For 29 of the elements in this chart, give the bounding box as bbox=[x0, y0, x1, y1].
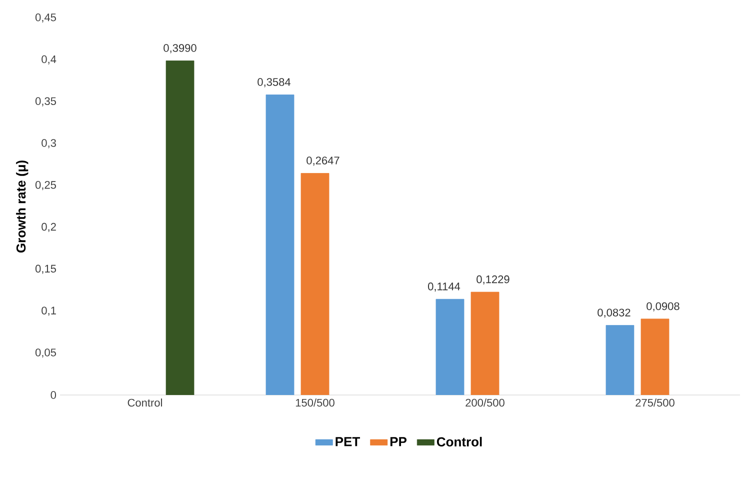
data-label: 0,1229 bbox=[476, 275, 510, 285]
y-tick-label: 0,2 bbox=[42, 222, 56, 232]
y-tick-label: 0,1 bbox=[42, 306, 56, 316]
data-label: 0,2647 bbox=[306, 156, 340, 166]
bar bbox=[470, 292, 500, 395]
y-tick-label: 0,3 bbox=[42, 139, 56, 148]
data-label: 0,0908 bbox=[646, 302, 680, 312]
x-tick-label: 150/500 bbox=[296, 398, 334, 407]
y-tick-label: 0,15 bbox=[35, 264, 56, 274]
x-tick-label: 200/500 bbox=[466, 398, 504, 407]
data-label: 0,0832 bbox=[598, 308, 630, 318]
legend-label: PET bbox=[336, 437, 360, 446]
x-tick-label: Control bbox=[128, 398, 162, 407]
bar bbox=[166, 60, 194, 395]
y-tick-label: 0,45 bbox=[35, 13, 56, 23]
y-tick-label: 0,05 bbox=[35, 348, 56, 358]
legend-label: PP bbox=[390, 437, 407, 446]
data-label: 0,3990 bbox=[164, 44, 196, 54]
y-tick-label: 0,4 bbox=[42, 55, 56, 64]
legend-label: Control bbox=[436, 436, 482, 446]
data-label: 0,3584 bbox=[258, 78, 290, 88]
bar bbox=[640, 318, 670, 395]
y-tick-label: 0 bbox=[50, 391, 56, 399]
data-label: 0,1144 bbox=[428, 282, 460, 292]
y-tick-label: 0,25 bbox=[35, 181, 56, 190]
x-tick-label: 275/500 bbox=[636, 398, 674, 407]
y-tick-label: 0,35 bbox=[35, 97, 56, 106]
bar bbox=[300, 173, 330, 395]
y-axis-title: Growth rate (μ) bbox=[16, 160, 28, 253]
